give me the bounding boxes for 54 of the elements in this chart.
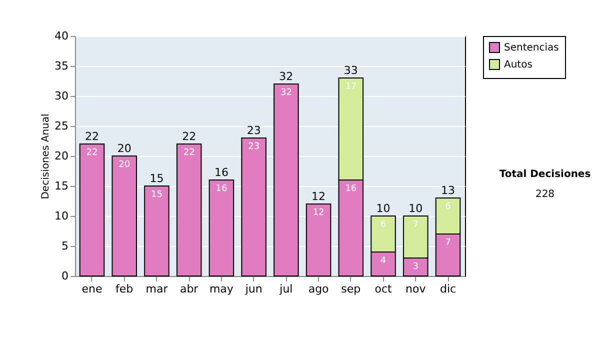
data-label: 32 <box>280 88 292 98</box>
data-label: 23 <box>248 142 260 152</box>
total-label: 10 <box>408 202 423 215</box>
total-label: 16 <box>214 166 228 179</box>
data-label: 15 <box>150 190 162 200</box>
x-tick-label: mar <box>146 282 168 296</box>
data-label: 6 <box>445 202 452 212</box>
data-label: 7 <box>412 220 419 230</box>
y-tick-label: 15 <box>54 180 68 192</box>
x-tick-label: ago <box>308 282 330 296</box>
data-label: 22 <box>86 148 98 158</box>
text: Total Decisiones <box>499 169 591 180</box>
y-axis-title: Decisiones Anual <box>40 114 52 200</box>
data-label: 4 <box>380 256 386 266</box>
data-label: 16 <box>345 184 357 194</box>
total-label: 33 <box>344 64 358 77</box>
x-tick-label: abr <box>180 282 199 296</box>
y-tick-label: 40 <box>54 30 68 42</box>
total-label: 10 <box>376 202 390 215</box>
x-tick-label: feb <box>116 282 134 296</box>
total-label: 22 <box>182 130 196 143</box>
text: 228 <box>535 189 555 200</box>
total-label: 22 <box>84 130 99 143</box>
x-tick-label: nov <box>406 282 426 296</box>
total-label: 15 <box>150 172 164 185</box>
legend-label: Sentencias <box>504 42 559 54</box>
x-tick-label: ene <box>82 282 102 296</box>
data-label: 16 <box>216 184 228 194</box>
data-label: 20 <box>118 160 130 170</box>
data-label: 17 <box>345 82 357 92</box>
y-tick-label: 25 <box>54 120 68 132</box>
x-tick-label: jun <box>244 282 262 296</box>
data-label: 3 <box>412 262 419 272</box>
x-tick-label: may <box>209 282 234 296</box>
y-tick-label: 0 <box>62 270 68 282</box>
x-tick-label: oct <box>374 282 393 296</box>
total-label: 13 <box>441 184 456 197</box>
x-tick-label: sep <box>341 282 361 296</box>
y-tick-label: 10 <box>54 210 68 222</box>
total-label: 32 <box>279 70 294 83</box>
y-tick-label: 30 <box>54 90 68 102</box>
y-tick-label: 20 <box>54 150 68 162</box>
y-tick-label: 5 <box>62 240 68 252</box>
y-tick-label: 35 <box>54 60 68 72</box>
total-label: 23 <box>246 124 261 137</box>
data-label: 12 <box>312 208 324 218</box>
data-label: 6 <box>380 220 386 230</box>
x-tick-label: dic <box>440 282 456 296</box>
legend-label: Autos <box>504 60 532 70</box>
data-label: 22 <box>183 148 195 158</box>
total-label: 20 <box>117 142 132 155</box>
data-label: 7 <box>445 238 451 248</box>
x-tick-label: jul <box>278 282 293 296</box>
total-label: 12 <box>312 190 326 203</box>
